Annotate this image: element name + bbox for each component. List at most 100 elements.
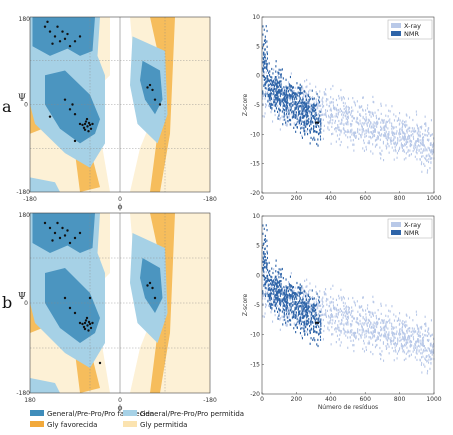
data-point-nmr <box>305 306 307 309</box>
data-point-nmr <box>264 256 266 259</box>
data-point-xray <box>410 144 412 147</box>
data-point-nmr <box>287 302 289 305</box>
data-point-xray <box>426 138 428 141</box>
data-point-xray <box>338 97 340 100</box>
data-point-nmr <box>278 281 280 284</box>
data-point-nmr <box>277 90 279 93</box>
data-point-nmr <box>314 339 316 342</box>
data-point-xray <box>294 316 296 320</box>
data-point-xray <box>343 297 345 300</box>
data-point-xray <box>422 138 424 141</box>
data-point-xray <box>294 86 296 89</box>
data-point-xray <box>387 139 389 142</box>
data-point-xray <box>361 305 363 308</box>
data-point-xray <box>350 124 352 127</box>
data-point-xray <box>409 154 411 157</box>
data-point-xray <box>327 321 329 324</box>
data-point-xray <box>422 350 424 353</box>
data-point-nmr <box>280 91 282 94</box>
data-point-xray <box>352 131 354 134</box>
data-point-xray <box>263 273 265 276</box>
data-point-xray <box>399 146 401 149</box>
residue-point <box>73 236 77 240</box>
data-point-xray <box>372 335 374 338</box>
data-point-xray <box>268 304 270 307</box>
data-point-xray <box>306 330 308 333</box>
data-point-xray <box>366 118 368 121</box>
data-point-xray <box>422 136 424 139</box>
data-point-xray <box>372 133 374 136</box>
data-point-xray <box>317 304 319 307</box>
data-point-xray <box>343 111 345 114</box>
data-point-nmr <box>271 93 273 96</box>
data-point-xray <box>380 152 382 155</box>
data-point-nmr <box>275 291 277 294</box>
data-point-xray <box>404 344 406 347</box>
data-point-xray <box>272 120 274 123</box>
data-point-nmr <box>264 86 266 89</box>
data-point-nmr <box>275 107 277 110</box>
data-point-nmr <box>304 333 306 336</box>
data-point-nmr <box>266 29 268 33</box>
data-point-nmr <box>307 294 309 297</box>
data-point-nmr <box>292 103 294 107</box>
data-point-xray <box>364 133 366 136</box>
data-point-xray <box>418 127 420 130</box>
data-point-xray <box>396 156 398 159</box>
data-point-nmr <box>305 121 307 124</box>
data-point-xray <box>321 122 323 125</box>
data-point-nmr <box>303 316 305 319</box>
data-point-xray <box>403 345 405 348</box>
residue-point <box>73 139 77 143</box>
data-point-nmr <box>286 299 288 302</box>
data-point-xray <box>325 115 327 118</box>
data-point-nmr <box>275 91 277 95</box>
data-point-xray <box>280 299 282 302</box>
data-point-xray <box>308 303 310 306</box>
data-point-nmr <box>307 120 309 123</box>
data-point-xray <box>358 122 360 125</box>
data-point-nmr <box>311 315 313 318</box>
data-point-nmr <box>269 99 271 102</box>
data-point-xray <box>330 296 332 299</box>
data-point-xray <box>282 118 284 121</box>
data-point-xray <box>398 332 400 335</box>
data-point-xray <box>405 113 407 116</box>
data-point-nmr <box>276 83 278 86</box>
data-point-nmr <box>274 275 276 278</box>
data-point-xray <box>329 316 331 319</box>
data-point-xray <box>347 329 349 332</box>
data-point-xray <box>335 98 337 102</box>
data-point-xray <box>376 121 378 124</box>
data-point-xray <box>421 155 423 158</box>
residue-point <box>78 321 82 325</box>
data-point-xray <box>347 305 349 309</box>
data-point-nmr <box>266 267 268 270</box>
data-point-xray <box>409 143 411 146</box>
data-point-xray <box>402 119 404 122</box>
data-point-xray <box>342 301 344 304</box>
data-point-xray <box>423 348 425 352</box>
data-point-xray <box>331 313 333 316</box>
data-point-nmr <box>302 97 304 100</box>
data-point-xray <box>385 135 387 138</box>
data-point-xray <box>410 334 412 337</box>
data-point-nmr <box>277 92 279 95</box>
data-point-nmr <box>272 72 274 75</box>
data-point-xray <box>303 329 305 332</box>
data-point-xray <box>417 137 419 140</box>
data-point-nmr <box>312 138 314 141</box>
data-point-nmr <box>298 111 300 114</box>
residue-point <box>84 319 88 322</box>
data-point-xray <box>299 124 301 127</box>
data-point-xray <box>342 111 344 114</box>
data-point-xray <box>332 84 334 88</box>
data-point-nmr <box>273 79 275 82</box>
data-point-nmr <box>263 60 265 64</box>
data-point-nmr <box>286 297 288 300</box>
data-point-xray <box>414 146 416 149</box>
data-point-xray <box>372 136 374 139</box>
data-point-xray <box>405 138 407 141</box>
data-point-xray <box>406 131 408 134</box>
data-point-xray <box>430 351 432 354</box>
